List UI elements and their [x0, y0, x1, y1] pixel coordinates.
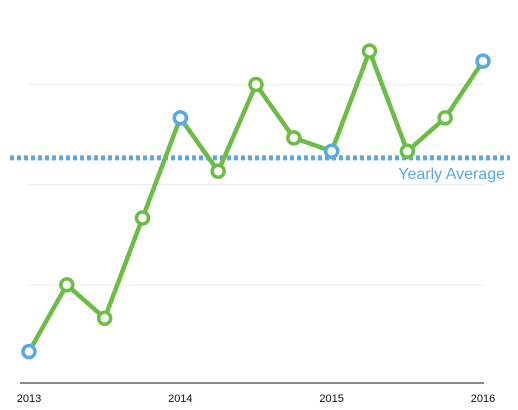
data-point[interactable] [210, 163, 226, 180]
yearly-average-label: Yearly Average [398, 166, 505, 183]
data-point[interactable] [286, 130, 302, 146]
data-point[interactable] [134, 210, 151, 226]
highlighted-data-point[interactable] [475, 53, 491, 69]
highlighted-data-point[interactable] [323, 143, 340, 159]
yearly-average-reference: Yearly Average [10, 155, 510, 183]
gridlines [29, 83, 483, 286]
x-tick-label: 2013 [17, 393, 41, 405]
x-tick-labels: 2013 2014 2015 2016 [17, 393, 495, 405]
data-point[interactable] [248, 76, 264, 93]
data-point[interactable] [96, 310, 113, 326]
data-point[interactable] [437, 110, 453, 126]
x-tick-label: 2015 [319, 393, 343, 405]
data-point[interactable] [59, 277, 75, 293]
highlighted-data-point[interactable] [21, 343, 37, 360]
series [21, 43, 491, 360]
data-point[interactable] [399, 143, 416, 159]
x-tick-label: 2014 [168, 393, 192, 405]
highlighted-data-point[interactable] [172, 110, 189, 126]
series-line [26, 48, 486, 354]
x-tick-label: 2016 [471, 393, 495, 405]
data-point[interactable] [361, 43, 378, 59]
